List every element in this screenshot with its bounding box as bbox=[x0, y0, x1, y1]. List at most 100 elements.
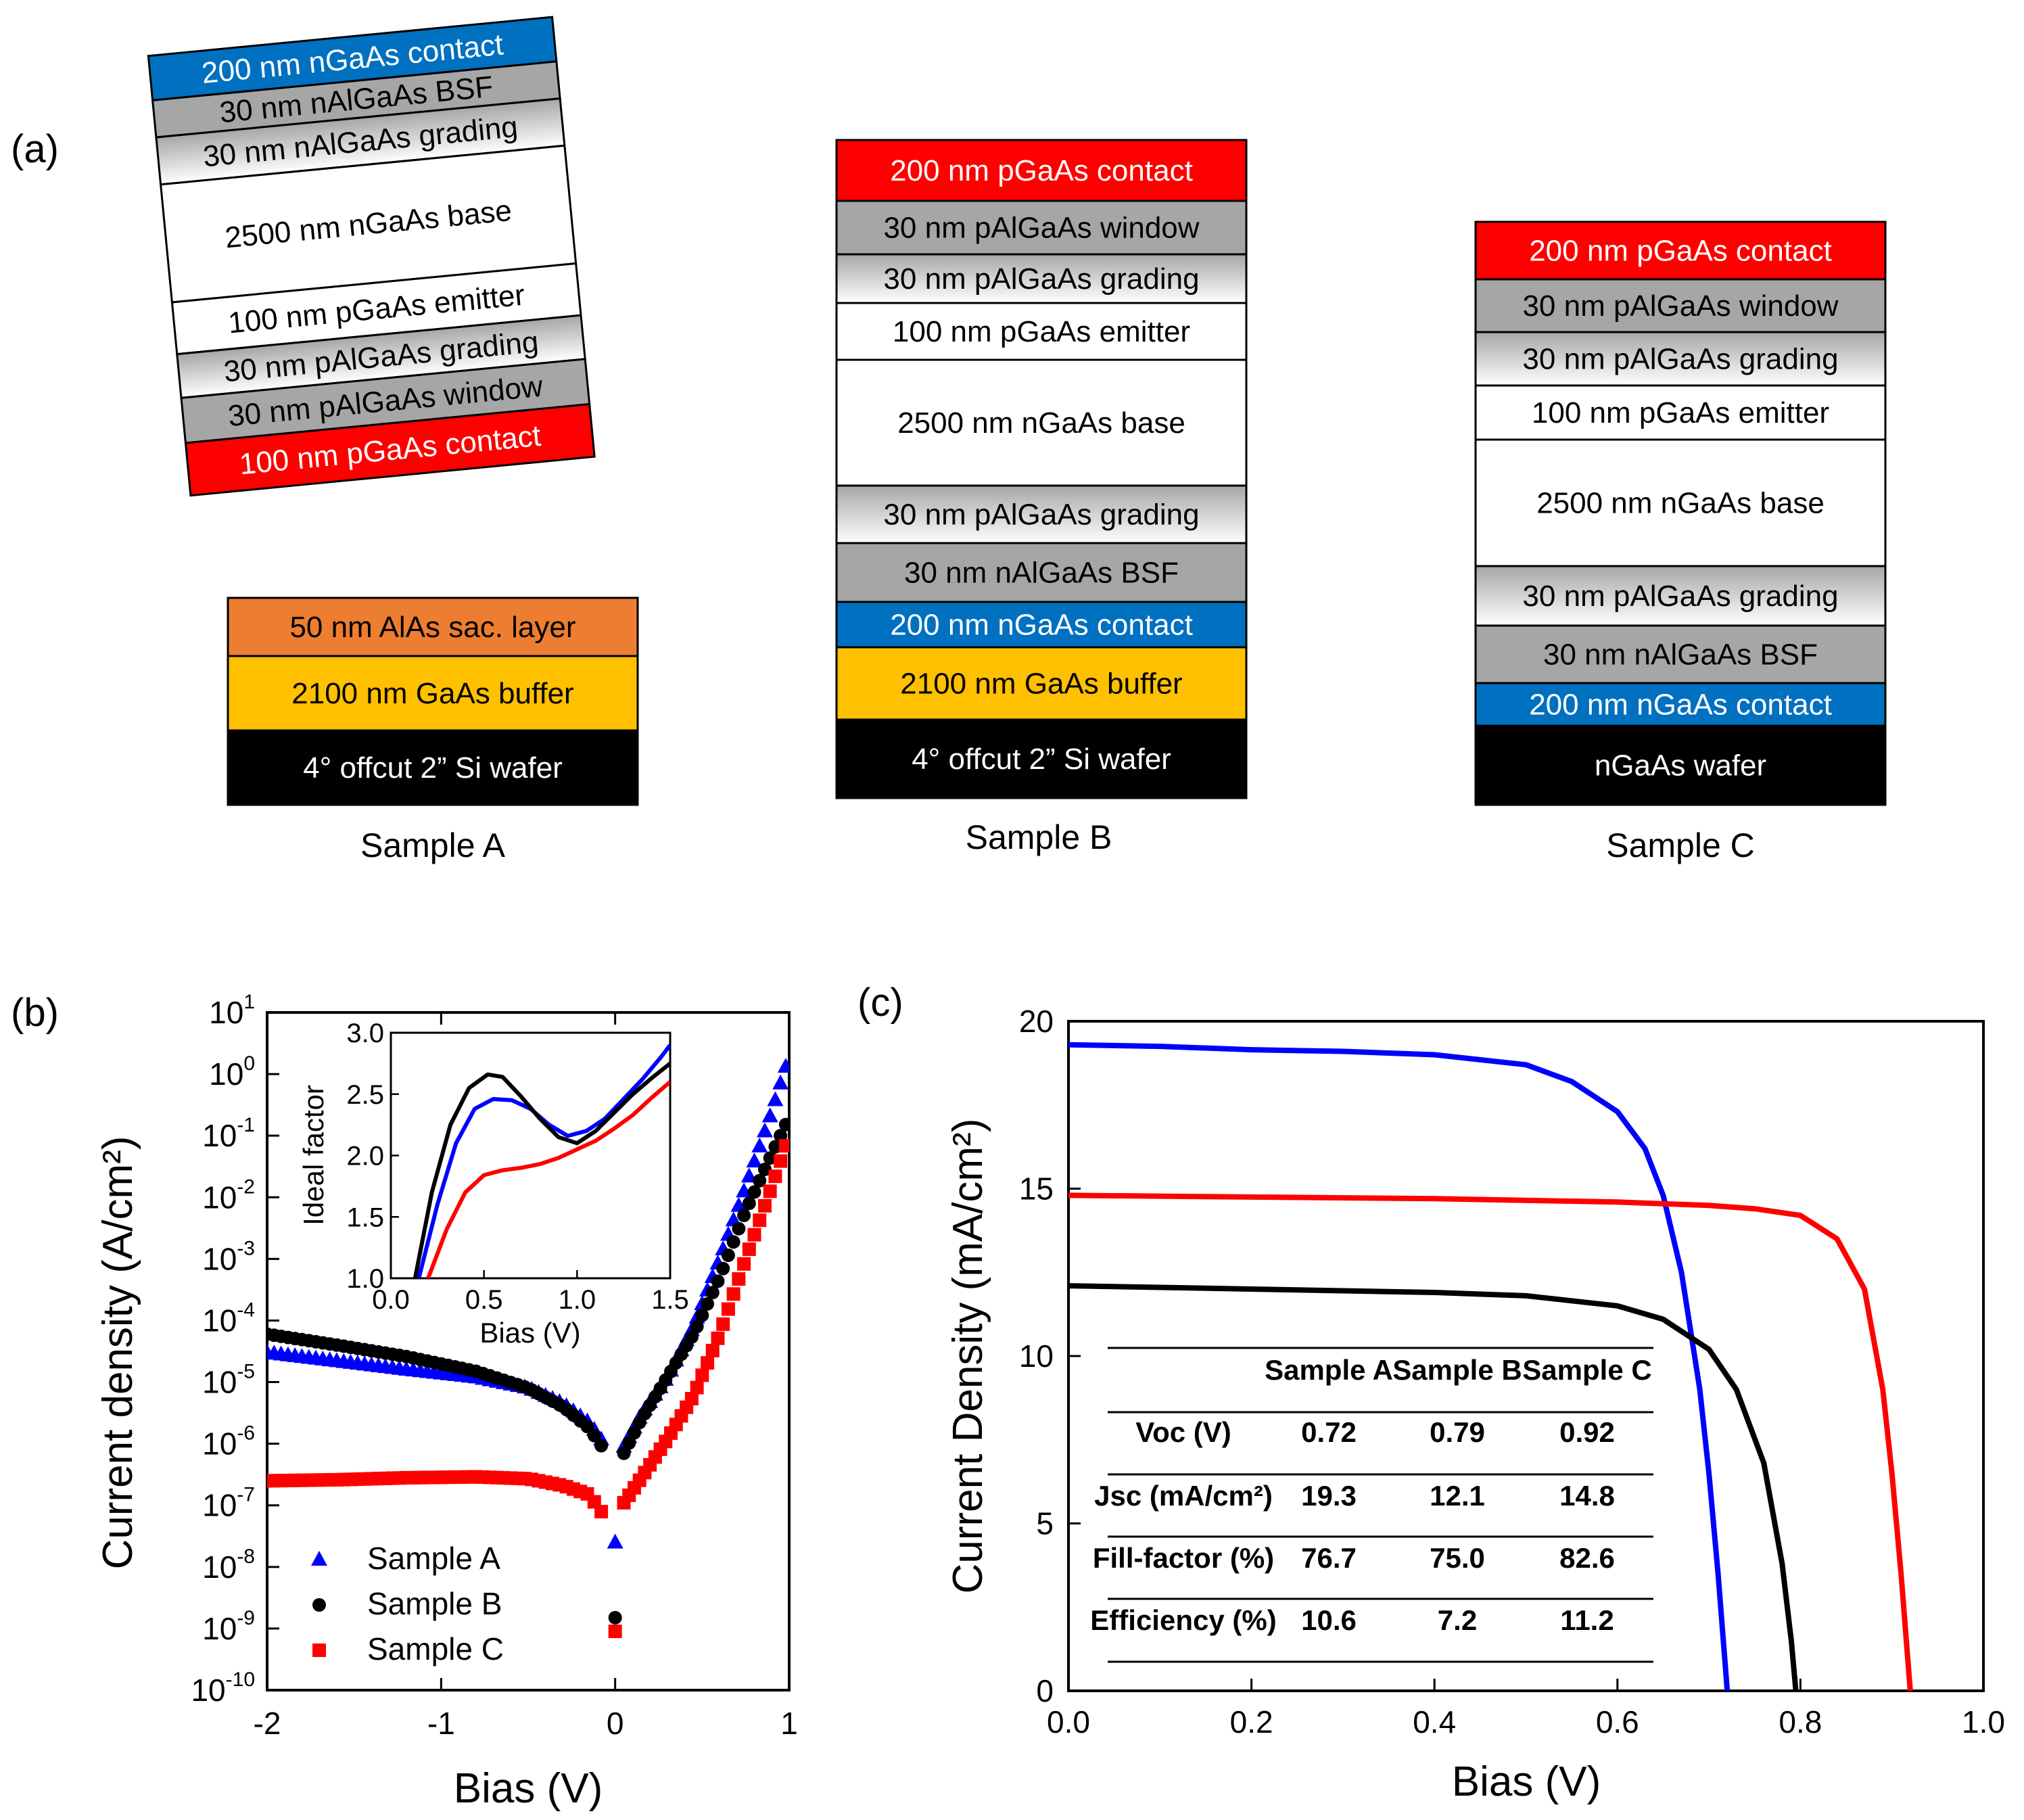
data-point-square bbox=[695, 1368, 709, 1382]
data-point-square bbox=[684, 1391, 699, 1405]
layer-yellow bbox=[227, 655, 639, 732]
inset-x-tick-label: 1.5 bbox=[651, 1285, 689, 1315]
table-cell: 76.7 bbox=[1301, 1542, 1357, 1574]
legend-markers bbox=[311, 1551, 327, 1657]
data-point-circle bbox=[705, 1286, 720, 1300]
table-header-cell: Sample B bbox=[1392, 1354, 1522, 1386]
x-tick-label: 0.6 bbox=[1596, 1704, 1639, 1740]
data-point-circle bbox=[726, 1235, 740, 1249]
y-tick-label: 10 bbox=[1019, 1338, 1054, 1374]
layer-white bbox=[1474, 384, 1887, 441]
y-tick-label: 5 bbox=[1036, 1506, 1054, 1541]
layer-label: 4° offcut 2” Si wafer bbox=[912, 743, 1171, 776]
inset-x-tick-label: 1.0 bbox=[559, 1285, 596, 1315]
data-point-circle bbox=[778, 1117, 789, 1131]
layer-grey bbox=[835, 542, 1248, 603]
layer-white bbox=[1474, 438, 1887, 567]
data-point-square bbox=[705, 1343, 720, 1357]
data-point-square bbox=[763, 1184, 777, 1198]
legend-marker-sample-c bbox=[312, 1643, 326, 1657]
y-tick-label: 10-10 bbox=[191, 1669, 255, 1708]
y-tick-label: 10-1 bbox=[202, 1114, 255, 1153]
inset-y-tick-label: 1.0 bbox=[346, 1264, 384, 1294]
data-point-circle bbox=[742, 1196, 756, 1211]
sample-b-stack: 200 nm pGaAs contact 30 nm pAlGaAs window… bbox=[835, 139, 1248, 799]
table-row-label: Efficiency (%) bbox=[1090, 1604, 1276, 1636]
x-tick-label: -1 bbox=[427, 1706, 455, 1741]
y-tick-label: 10-6 bbox=[202, 1422, 255, 1462]
layer-label: 30 nm pAlGaAs grading bbox=[883, 498, 1199, 532]
layer-label: 30 nm nAlGaAs BSF bbox=[904, 557, 1179, 590]
sample-c-stack: 200 nm pGaAs contact 30 nm pAlGaAs window… bbox=[1474, 220, 1887, 806]
x-tick-label: 0.8 bbox=[1779, 1704, 1822, 1740]
data-point-square bbox=[608, 1625, 622, 1639]
legend-marker-sample-b bbox=[312, 1598, 326, 1612]
layer-grad bbox=[835, 484, 1248, 544]
iv-curves bbox=[1068, 1042, 1913, 1691]
x-tick-label: 1 bbox=[780, 1706, 798, 1741]
data-point-circle bbox=[732, 1221, 746, 1236]
panel-a-layer-stacks: 200 nm nGaAs contact 30 nm nAlGaAs BSF 30 … bbox=[147, 16, 1887, 864]
data-point-circle bbox=[768, 1140, 782, 1154]
layer-orange bbox=[227, 597, 639, 657]
table-cell: 11.2 bbox=[1560, 1604, 1614, 1636]
data-point-square bbox=[726, 1287, 740, 1301]
inset-line-sample-c bbox=[426, 1080, 670, 1278]
x-axis-title: Bias (V) bbox=[454, 1765, 603, 1812]
table-cell: 14.8 bbox=[1559, 1480, 1615, 1512]
performance-table: Sample A Sample B Sample C Voc (V) 0.72 0.79 0… bbox=[1090, 1347, 1653, 1663]
table-cell: 0.92 bbox=[1559, 1416, 1615, 1448]
y-tick-label: 101 bbox=[209, 991, 255, 1030]
table-row-label: Fill-factor (%) bbox=[1093, 1542, 1274, 1574]
data-point-triangle bbox=[751, 1137, 768, 1152]
panel-c-light-iv-chart: 0.0 0.2 0.4 0.6 0.8 1.0 0 5 10 15 20 Bias (V) Curr… bbox=[945, 1004, 2005, 1805]
data-point-square bbox=[732, 1272, 746, 1286]
y-axis-title: Current Density (mA/cm²) bbox=[945, 1119, 991, 1594]
data-point-triangle bbox=[777, 1058, 789, 1073]
sample-b-label: Sample B bbox=[966, 818, 1112, 856]
panel-label-a: (a) bbox=[11, 127, 59, 171]
x-tick-label: 0.0 bbox=[1047, 1704, 1090, 1740]
legend-label-sample-b: Sample B bbox=[367, 1586, 502, 1621]
inset-x-axis-title: Bias (V) bbox=[479, 1317, 580, 1349]
data-point-circle bbox=[701, 1297, 715, 1311]
layer-label: 2100 nm GaAs buffer bbox=[900, 668, 1182, 701]
layer-yellow bbox=[835, 646, 1248, 721]
data-point-circle bbox=[690, 1320, 704, 1334]
axis-ticks: 0.0 0.2 0.4 0.6 0.8 1.0 0 5 10 15 20 bbox=[1019, 1004, 2005, 1740]
iv-curve-sample-c bbox=[1068, 1192, 1913, 1691]
data-point-square bbox=[690, 1380, 704, 1395]
table-cell: 12.1 bbox=[1430, 1480, 1485, 1512]
layer-white bbox=[835, 358, 1248, 487]
data-point-square bbox=[716, 1317, 730, 1331]
y-tick-label: 100 bbox=[209, 1052, 255, 1092]
layer-red bbox=[835, 139, 1248, 202]
data-point-circle bbox=[608, 1610, 622, 1625]
data-point-triangle bbox=[607, 1533, 623, 1549]
data-point-circle bbox=[716, 1261, 730, 1276]
data-point-circle bbox=[747, 1185, 761, 1199]
layer-label: 2500 nm nGaAs base bbox=[897, 406, 1185, 440]
layer-grad bbox=[835, 253, 1248, 304]
inset-axis-ticks: 0.0 0.5 1.0 1.5 1.0 1.5 2.0 2.5 3.0 bbox=[346, 1019, 688, 1315]
y-tick-label: 10-8 bbox=[202, 1545, 255, 1585]
data-point-circle bbox=[757, 1162, 772, 1176]
layer-label: 30 nm nAlGaAs BSF bbox=[1543, 638, 1818, 672]
layer-label: 200 nm nGaAs contact bbox=[890, 609, 1193, 642]
legend-marker-sample-a bbox=[311, 1551, 327, 1566]
layer-label: 200 nm nGaAs contact bbox=[1529, 689, 1832, 722]
table-row-label: Voc (V) bbox=[1135, 1416, 1231, 1448]
layer-label: 2100 nm GaAs buffer bbox=[291, 677, 573, 710]
data-point-circle bbox=[695, 1308, 709, 1322]
inset-frame bbox=[390, 1031, 672, 1280]
data-point-square bbox=[711, 1331, 725, 1345]
data-point-circle bbox=[594, 1439, 609, 1453]
layer-grey bbox=[1474, 624, 1887, 684]
data-point-square bbox=[774, 1154, 788, 1168]
table-cell: 75.0 bbox=[1430, 1542, 1485, 1574]
layer-label: 50 nm AlAs sac. layer bbox=[289, 611, 575, 644]
layer-label: 4° offcut 2” Si wafer bbox=[303, 751, 563, 785]
data-point-square bbox=[721, 1302, 735, 1316]
sample-c-label: Sample C bbox=[1606, 826, 1755, 864]
